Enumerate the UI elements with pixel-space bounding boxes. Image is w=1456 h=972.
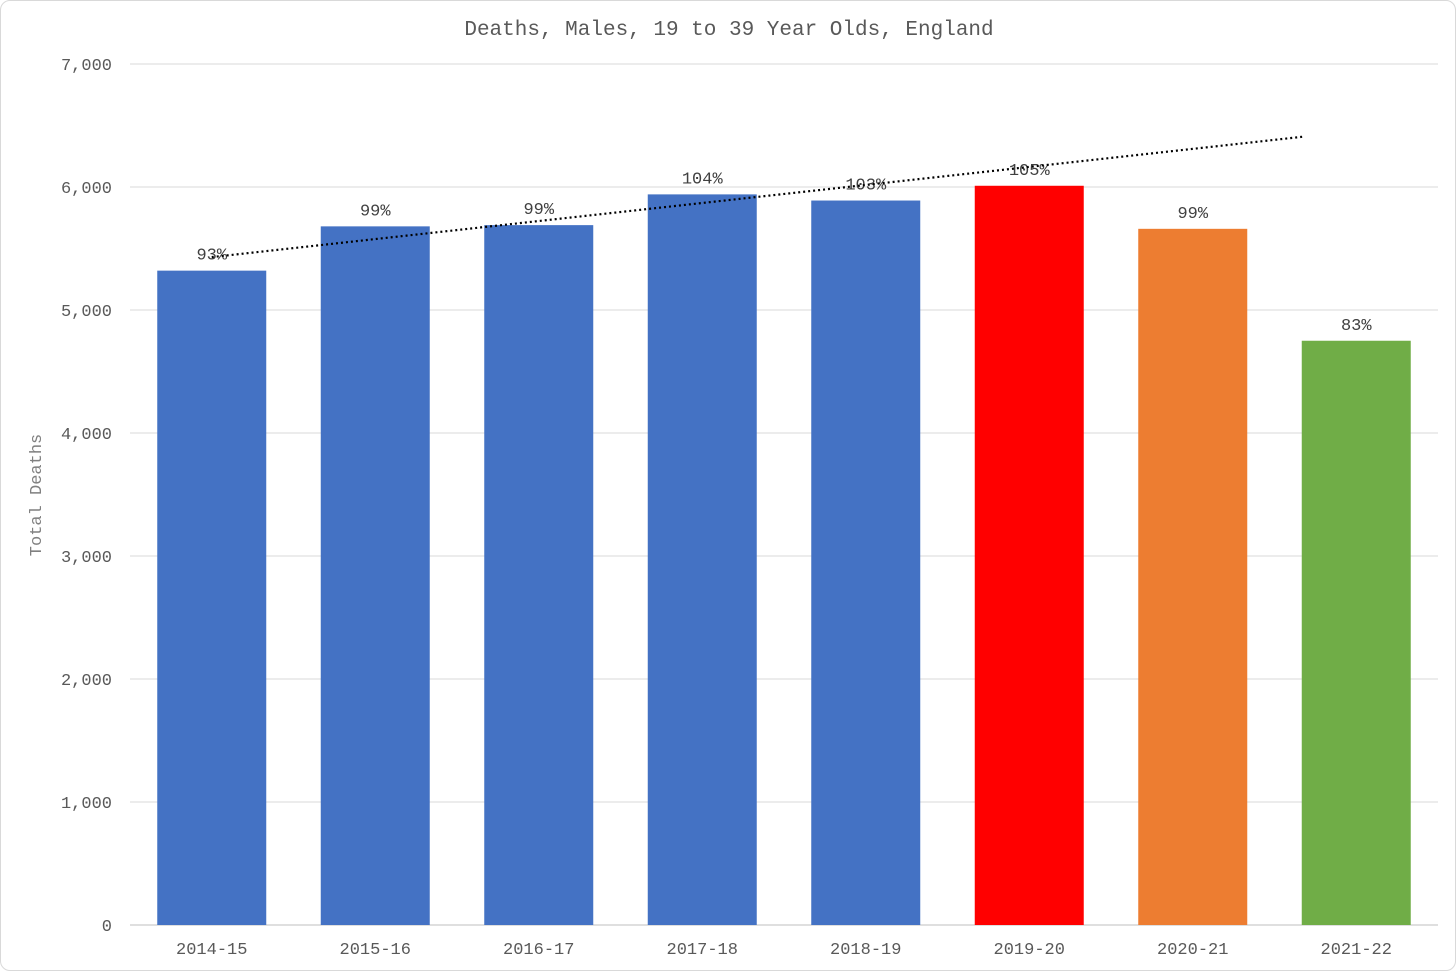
bar-2014-15 [157,270,267,925]
bar-2017-18 [647,194,757,925]
bar-2019-20 [974,185,1084,925]
data-label: 105% [1009,162,1051,181]
trendline [211,135,1305,259]
trendline-group [211,135,1305,259]
data-label: 99% [360,202,391,221]
data-label: 99% [1177,205,1208,224]
data-labels: 93%99% 99%104% 103%105%99%83% [196,162,1372,336]
data-label: 103% [845,177,887,196]
y-tick-label: 6,000 [61,180,112,199]
x-tick-label: 2014-15 [176,941,247,960]
y-tick-label: 0 [102,918,112,937]
bar-2018-19 [811,200,921,925]
x-tick-label: 2021-22 [1321,941,1392,960]
x-axis-ticks: 2014-15 2015-16 2016-17 2017-18 2018-19 2019-… [176,941,1392,960]
x-tick-label: 2017-18 [667,941,738,960]
bar-2020-21 [1138,228,1248,925]
x-tick-label: 2016-17 [503,941,574,960]
x-tick-label: 2020-21 [1157,941,1228,960]
y-tick-label: 4,000 [61,426,112,445]
y-tick-label: 5,000 [61,303,112,322]
y-axis-title: Total Deaths [28,434,47,556]
bar-2016-17 [484,225,594,925]
data-label: 83% [1341,317,1372,336]
y-tick-label: 1,000 [61,795,112,814]
y-tick-label: 2,000 [61,672,112,691]
bar-2015-16 [320,226,430,926]
chart-title: Deaths, Males, 19 to 39 Year Olds, Engla… [464,19,993,42]
y-tick-label: 7,000 [61,57,112,76]
x-tick-label: 2015-16 [340,941,411,960]
x-tick-label: 2019-20 [994,941,1065,960]
data-label: 104% [682,170,724,189]
x-tick-label: 2018-19 [830,941,901,960]
y-tick-label: 3,000 [61,549,112,568]
data-label: 99% [523,201,554,220]
bar-2021-22 [1301,340,1411,925]
y-axis-ticks: 0 1,000 2,000 3,000 4,000 5,000 6,000 7,000 [61,57,112,937]
bars [157,185,1411,926]
